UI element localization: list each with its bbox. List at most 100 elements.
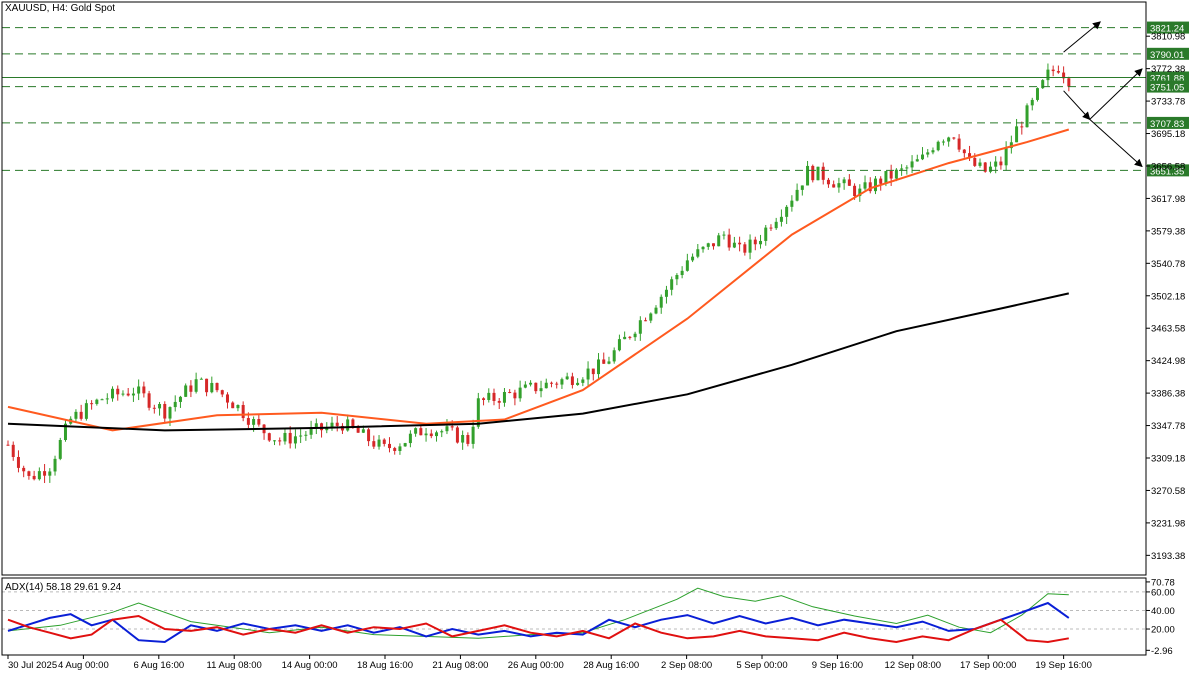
y-tick-label: 3231.98 [1151, 518, 1185, 529]
y-tick-label: 3463.58 [1151, 324, 1185, 335]
y-tick-label: 3270.58 [1151, 486, 1185, 497]
candle-body [95, 399, 99, 404]
candle-body [795, 189, 799, 201]
candle-body [988, 166, 992, 172]
candle-body [74, 411, 78, 419]
candle-body [408, 433, 412, 444]
candle-body [497, 400, 501, 403]
indicator-frame [1, 577, 1147, 656]
x-tick-label: 18 Aug 16:00 [357, 660, 413, 671]
candle-body [952, 137, 956, 139]
candle-body [1030, 99, 1034, 106]
candle-body [685, 260, 689, 271]
candle-body [821, 166, 825, 180]
candle-body [335, 422, 339, 426]
candle-body [879, 178, 883, 184]
candle-body [675, 275, 679, 280]
ind-y-tick-label: 60.00 [1151, 587, 1175, 598]
candle-body [565, 376, 569, 380]
y-tick-label: 3386.38 [1151, 389, 1185, 400]
candle-body [983, 162, 987, 172]
candle-body [633, 333, 637, 338]
candle-body [649, 313, 653, 321]
candle-body [220, 390, 224, 395]
candle-body [549, 382, 553, 384]
candle-body [936, 141, 940, 151]
candle-body [492, 392, 496, 401]
candle-body [722, 234, 726, 236]
candle-body [894, 169, 898, 179]
level-label-bg [1147, 47, 1189, 60]
candle-body [905, 167, 909, 169]
candle-body [257, 419, 261, 425]
candle-body [382, 439, 386, 444]
candle-body [926, 152, 930, 155]
candle-body [199, 378, 203, 380]
candle-body [158, 403, 162, 409]
candle-body [978, 162, 982, 166]
level-label: 3821.24 [1150, 24, 1184, 35]
candle-body [189, 385, 193, 392]
ma-slow-line [7, 292, 1070, 432]
y-tick-label: 3502.18 [1151, 291, 1185, 302]
level-label: 3707.83 [1150, 119, 1184, 130]
candle-body [79, 411, 83, 419]
candle-body [267, 433, 271, 441]
level-label-bg [1147, 164, 1189, 177]
candle-body [194, 379, 198, 392]
candle-body [738, 242, 742, 245]
candle-body [900, 168, 904, 170]
candle-body [126, 393, 130, 396]
candle-body [278, 440, 282, 442]
candle-body [63, 423, 67, 441]
candle-body [43, 471, 47, 476]
candle-body [889, 171, 893, 179]
candle-body [304, 434, 308, 436]
candle-body [764, 227, 768, 241]
candle-body [476, 398, 480, 427]
candle-body [800, 185, 804, 190]
candle-body [837, 183, 841, 188]
x-tick-label: 6 Aug 16:00 [133, 660, 184, 671]
candle-body [471, 426, 475, 444]
x-tick-label: 12 Sep 08:00 [885, 660, 942, 671]
candle-body [748, 239, 752, 253]
candle-body [309, 427, 313, 435]
candle-body [1025, 105, 1029, 128]
candle-body [957, 138, 961, 150]
candle-body [6, 444, 10, 446]
candle-body [915, 159, 919, 162]
candle-body [1004, 148, 1008, 166]
ma-fast-line [7, 128, 1070, 432]
candle-body [732, 242, 736, 248]
candle-body [131, 393, 135, 396]
candle-body [1051, 69, 1055, 72]
candle-body [147, 393, 151, 408]
candle-body [555, 383, 559, 385]
candle-body [534, 382, 538, 392]
candle-body [999, 161, 1003, 166]
candle-body [58, 440, 62, 459]
x-tick-label: 26 Aug 00:00 [508, 660, 564, 671]
price-plot-area [2, 21, 1146, 484]
x-tick-label: 11 Aug 08:00 [207, 660, 262, 671]
x-tick-label: 19 Sep 16:00 [1035, 660, 1092, 671]
y-tick-label: 3810.98 [1151, 32, 1185, 43]
y-tick-label: 3579.38 [1151, 226, 1185, 237]
candle-body [826, 179, 830, 185]
level-label-bg [1147, 80, 1189, 93]
candle-body [398, 446, 402, 451]
candles [6, 63, 1071, 484]
projection-arrow [1063, 90, 1091, 121]
candle-body [246, 418, 250, 425]
candle-body [121, 393, 125, 395]
y-tick-label: 3617.98 [1151, 194, 1185, 205]
candle-body [711, 243, 715, 247]
candle-body [523, 384, 527, 388]
candle-body [393, 448, 397, 451]
candle-body [482, 398, 486, 400]
candle-body [602, 359, 606, 364]
candle-body [502, 391, 506, 403]
y-tick-label: 3309.18 [1151, 454, 1185, 465]
